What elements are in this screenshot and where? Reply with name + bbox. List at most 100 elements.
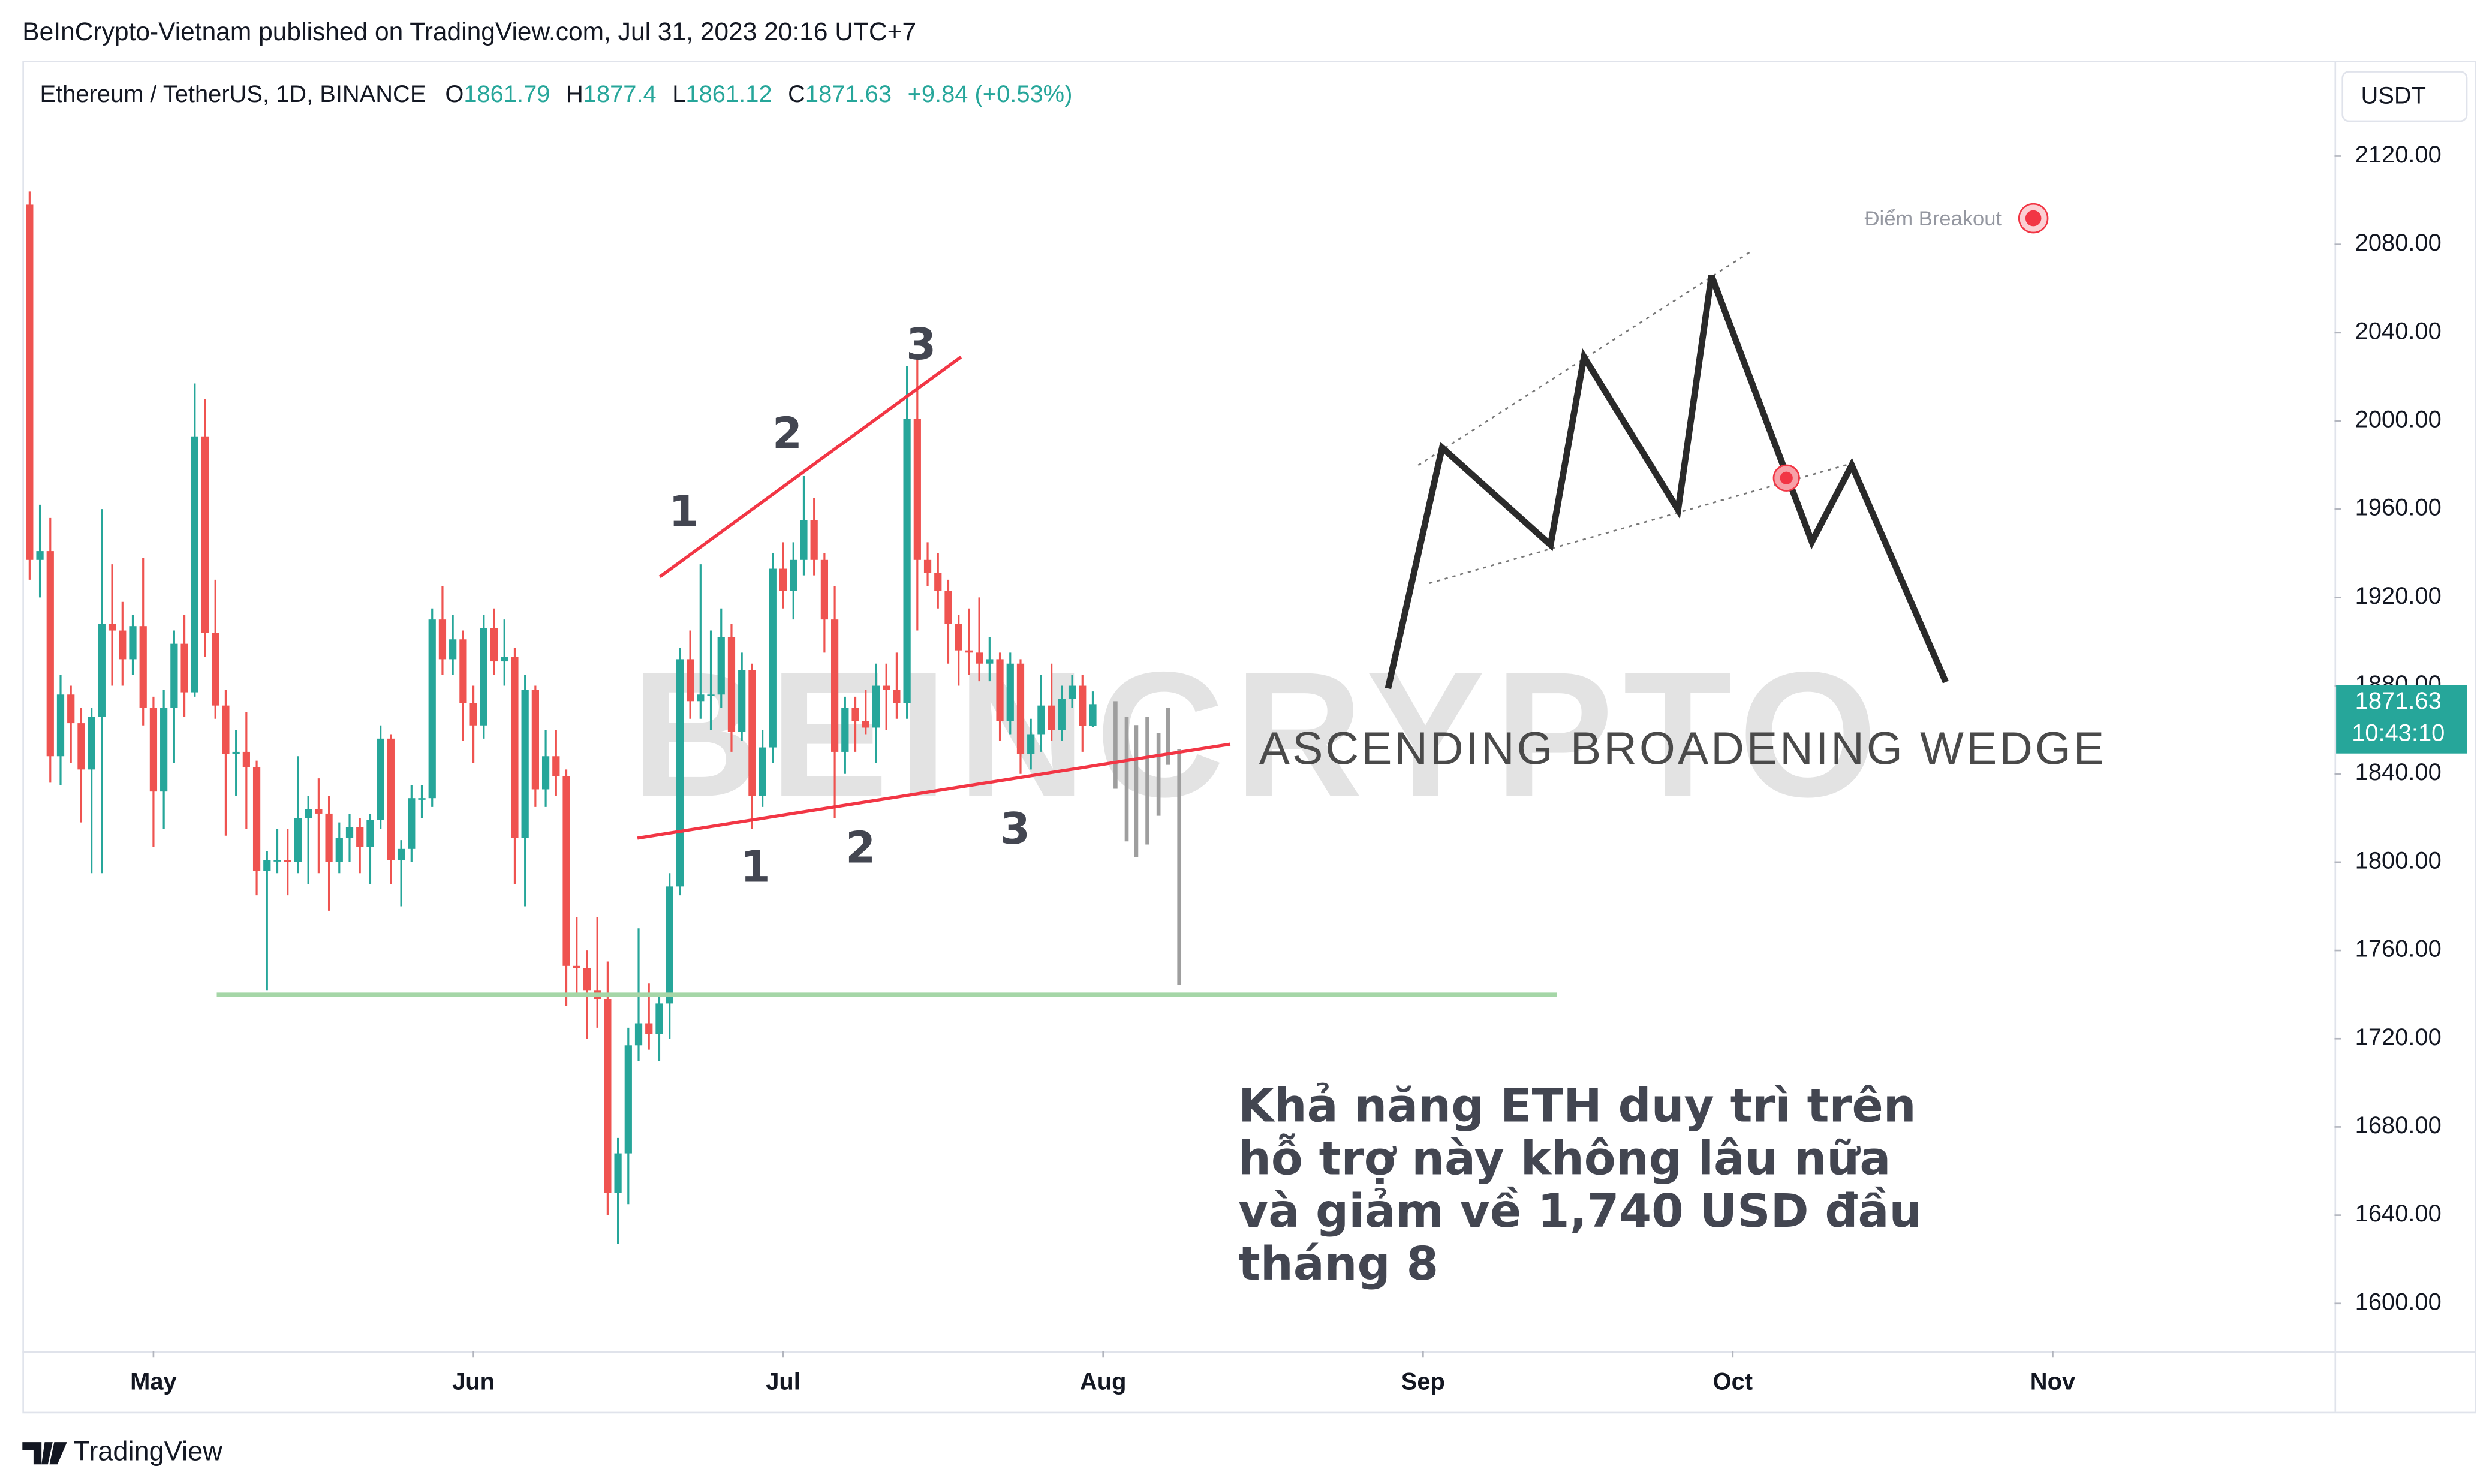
candle-body [738, 670, 746, 732]
candle-body [583, 968, 591, 991]
candle-body [830, 619, 839, 752]
candle-body [1006, 663, 1014, 721]
price-tag: 1871.63 10:43:10 [2336, 685, 2467, 754]
candles [26, 191, 1097, 1244]
currency-label[interactable]: USDT [2361, 83, 2427, 109]
candle-body [170, 643, 178, 708]
candle-body [541, 756, 550, 790]
wave-label: 2 [772, 408, 802, 459]
lower-trendline [637, 742, 1231, 840]
candle-body [1027, 734, 1035, 754]
candle-body [883, 685, 890, 690]
y-tick-label: 1600.00 [2355, 1289, 2442, 1315]
y-tick-label: 1920.00 [2355, 583, 2442, 609]
candle-body [129, 626, 137, 660]
candle-body [88, 717, 95, 770]
candle-body [46, 551, 54, 757]
candle-body [655, 1003, 663, 1034]
header: BeInCrypto-Vietnam published on TradingV… [22, 18, 916, 46]
y-tick-label: 2000.00 [2355, 407, 2442, 433]
watermark: BEINCRYPTO [631, 636, 1886, 835]
candle-body [923, 559, 932, 573]
watermark-group: BEINCRYPTO [631, 636, 1886, 835]
candle-body [562, 776, 570, 966]
note-line: và giảm về 1,740 USD đầu [1238, 1184, 1922, 1238]
candle-body [573, 965, 580, 968]
candle-body [387, 738, 395, 860]
ohlc-letter: C [788, 81, 805, 107]
candle-body [335, 838, 343, 862]
candle-body [149, 708, 158, 792]
legend: Ethereum / TetherUS, 1D, BINANCE O 1861.7… [40, 81, 1073, 107]
candle-body [955, 624, 962, 651]
candle-body [490, 628, 498, 662]
upper-trendline [658, 356, 962, 579]
candle-body [1048, 705, 1055, 730]
ohlc-value: 1877.4 [583, 81, 657, 107]
ohlc-value: 1861.12 [685, 81, 772, 107]
candle-body [790, 559, 797, 591]
change: +9.84 (+0.53%) [908, 81, 1073, 107]
candle-body [686, 659, 694, 702]
candle-body [986, 659, 994, 664]
wave-label: 2 [845, 823, 875, 873]
candle-body [315, 809, 323, 814]
candle-body [1079, 685, 1087, 726]
candle-body [67, 694, 75, 724]
candle-body [56, 694, 65, 757]
candle-body [996, 659, 1004, 721]
footer-text: TradingView [73, 1436, 222, 1467]
candle-body [469, 703, 477, 726]
candle-body [851, 708, 859, 721]
y-tick-label: 2080.00 [2355, 230, 2442, 256]
candle-body [366, 820, 374, 847]
y-tick-label: 1640.00 [2355, 1200, 2442, 1227]
candle-body [201, 436, 209, 633]
note-line: hỗ trợ này không lâu nữa [1238, 1131, 1891, 1185]
candle-body [26, 204, 34, 560]
y-tick-label: 1960.00 [2355, 495, 2442, 521]
candle-body [748, 670, 756, 796]
candle-body [944, 591, 952, 624]
y-tick-label: 1760.00 [2355, 936, 2442, 962]
x-tick-label: Sep [1401, 1368, 1445, 1395]
candle-body [160, 708, 168, 792]
candle-body [408, 798, 416, 849]
wave-label: 1 [669, 486, 699, 537]
wedge-sketch [1385, 274, 1949, 690]
candle-body [872, 685, 880, 728]
candle-body [418, 798, 426, 800]
wedge-lower [1429, 461, 1857, 584]
candle-body [284, 860, 291, 862]
breakout-label: Điểm Breakout [1865, 207, 2002, 230]
candle-body [108, 624, 116, 631]
pattern-label: ASCENDING BROADENING WEDGE [1259, 723, 2107, 775]
candle-body [1089, 704, 1097, 726]
candle-body [242, 751, 250, 767]
currency-button[interactable] [2341, 71, 2468, 122]
candle-body [841, 708, 849, 752]
ohlc-letter: L [672, 81, 685, 107]
x-tick-label: May [130, 1368, 177, 1395]
wave-label: 3 [906, 319, 936, 369]
candle-body [697, 694, 705, 702]
ohlc-letter: H [566, 81, 583, 107]
last-price: 1871.63 [2355, 688, 2442, 714]
last-price-tag [2336, 685, 2467, 754]
candle-body [345, 827, 354, 838]
candle-body [1037, 705, 1045, 735]
breakout-marker-core [1780, 471, 1793, 484]
logo-mark [22, 1442, 67, 1465]
x-tick-label: Jun [452, 1368, 495, 1395]
candle-body [769, 568, 777, 748]
candle-body [521, 690, 529, 838]
candle-body [604, 999, 612, 1193]
candle-body [294, 818, 302, 862]
y-tick-label: 1800.00 [2355, 847, 2442, 874]
candle-body [552, 756, 560, 776]
candle-body [98, 624, 106, 717]
candle-body [480, 628, 487, 726]
candle-body [325, 813, 333, 862]
countdown: 10:43:10 [2352, 720, 2445, 746]
